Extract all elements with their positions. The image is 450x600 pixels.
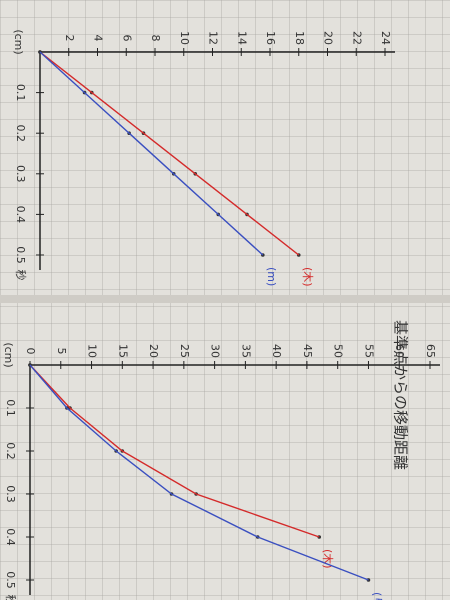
y-tick-label: 10 (86, 344, 99, 358)
y-tick-label: 65 (424, 344, 437, 358)
y-tick-label: 4 (92, 35, 105, 42)
x-axis-label: 秒 (4, 595, 18, 600)
y-tick-label: 16 (264, 31, 277, 45)
y-tick-label: 20 (322, 31, 335, 45)
series-line (29, 364, 320, 538)
y-tick-label: 25 (178, 344, 191, 358)
y-tick-label: 24 (379, 31, 392, 45)
y-tick-label: 45 (301, 344, 314, 358)
y-tick-label: 6 (120, 35, 133, 42)
x-tick-label: 0.3 (14, 165, 27, 183)
series-line (39, 51, 300, 256)
y-tick-label: 35 (239, 344, 252, 358)
y-tick-label: 40 (270, 344, 283, 358)
y-tick-label: 2 (63, 35, 76, 42)
y-tick-label: 14 (235, 31, 248, 45)
series-label: (木) (301, 267, 314, 287)
y-tick-label: 22 (350, 31, 363, 45)
y-tick-label: 10 (178, 31, 191, 45)
x-tick-label: 0.2 (4, 442, 17, 460)
x-tick-label: 0.5 (4, 571, 17, 589)
x-tick-label: 0.4 (4, 528, 17, 546)
page-divider (0, 295, 450, 303)
y-axis-label: (cm) (12, 29, 25, 54)
plots: 2 4 6 8 10 12 14 16 18 20 22 240.10.20.30.40.5秒(cm)… (2, 29, 440, 600)
x-tick-label: 0.3 (4, 485, 17, 503)
y-tick-label: 60 (393, 344, 406, 358)
y-tick-label: 30 (209, 344, 222, 358)
series-label: (木) (321, 549, 334, 569)
chart-title: 基準点からの移動距離 (392, 320, 410, 470)
x-tick-label: 0.4 (14, 206, 27, 224)
y-tick-label: 55 (362, 344, 375, 358)
series-line (39, 51, 264, 256)
y-tick-label: 20 (147, 344, 160, 358)
y-tick-label: 0 (24, 348, 37, 355)
x-axis-label: 秒 (14, 270, 28, 281)
y-tick-label: 5 (55, 348, 68, 355)
y-tick-label: 18 (293, 31, 306, 45)
x-tick-label: 0.1 (14, 84, 27, 102)
series-label: (m) (265, 267, 278, 286)
x-tick-label: 0.2 (14, 124, 27, 142)
y-axis-label: (cm) (2, 342, 15, 367)
y-tick-label: 8 (149, 35, 162, 42)
y-tick-label: 12 (207, 31, 220, 45)
y-tick-label: 50 (332, 344, 345, 358)
series-line (29, 364, 369, 581)
x-tick-label: 0.5 (14, 246, 27, 264)
x-tick-label: 0.1 (4, 399, 17, 417)
series-label: (りん) (370, 592, 383, 600)
y-tick-label: 15 (116, 344, 129, 358)
